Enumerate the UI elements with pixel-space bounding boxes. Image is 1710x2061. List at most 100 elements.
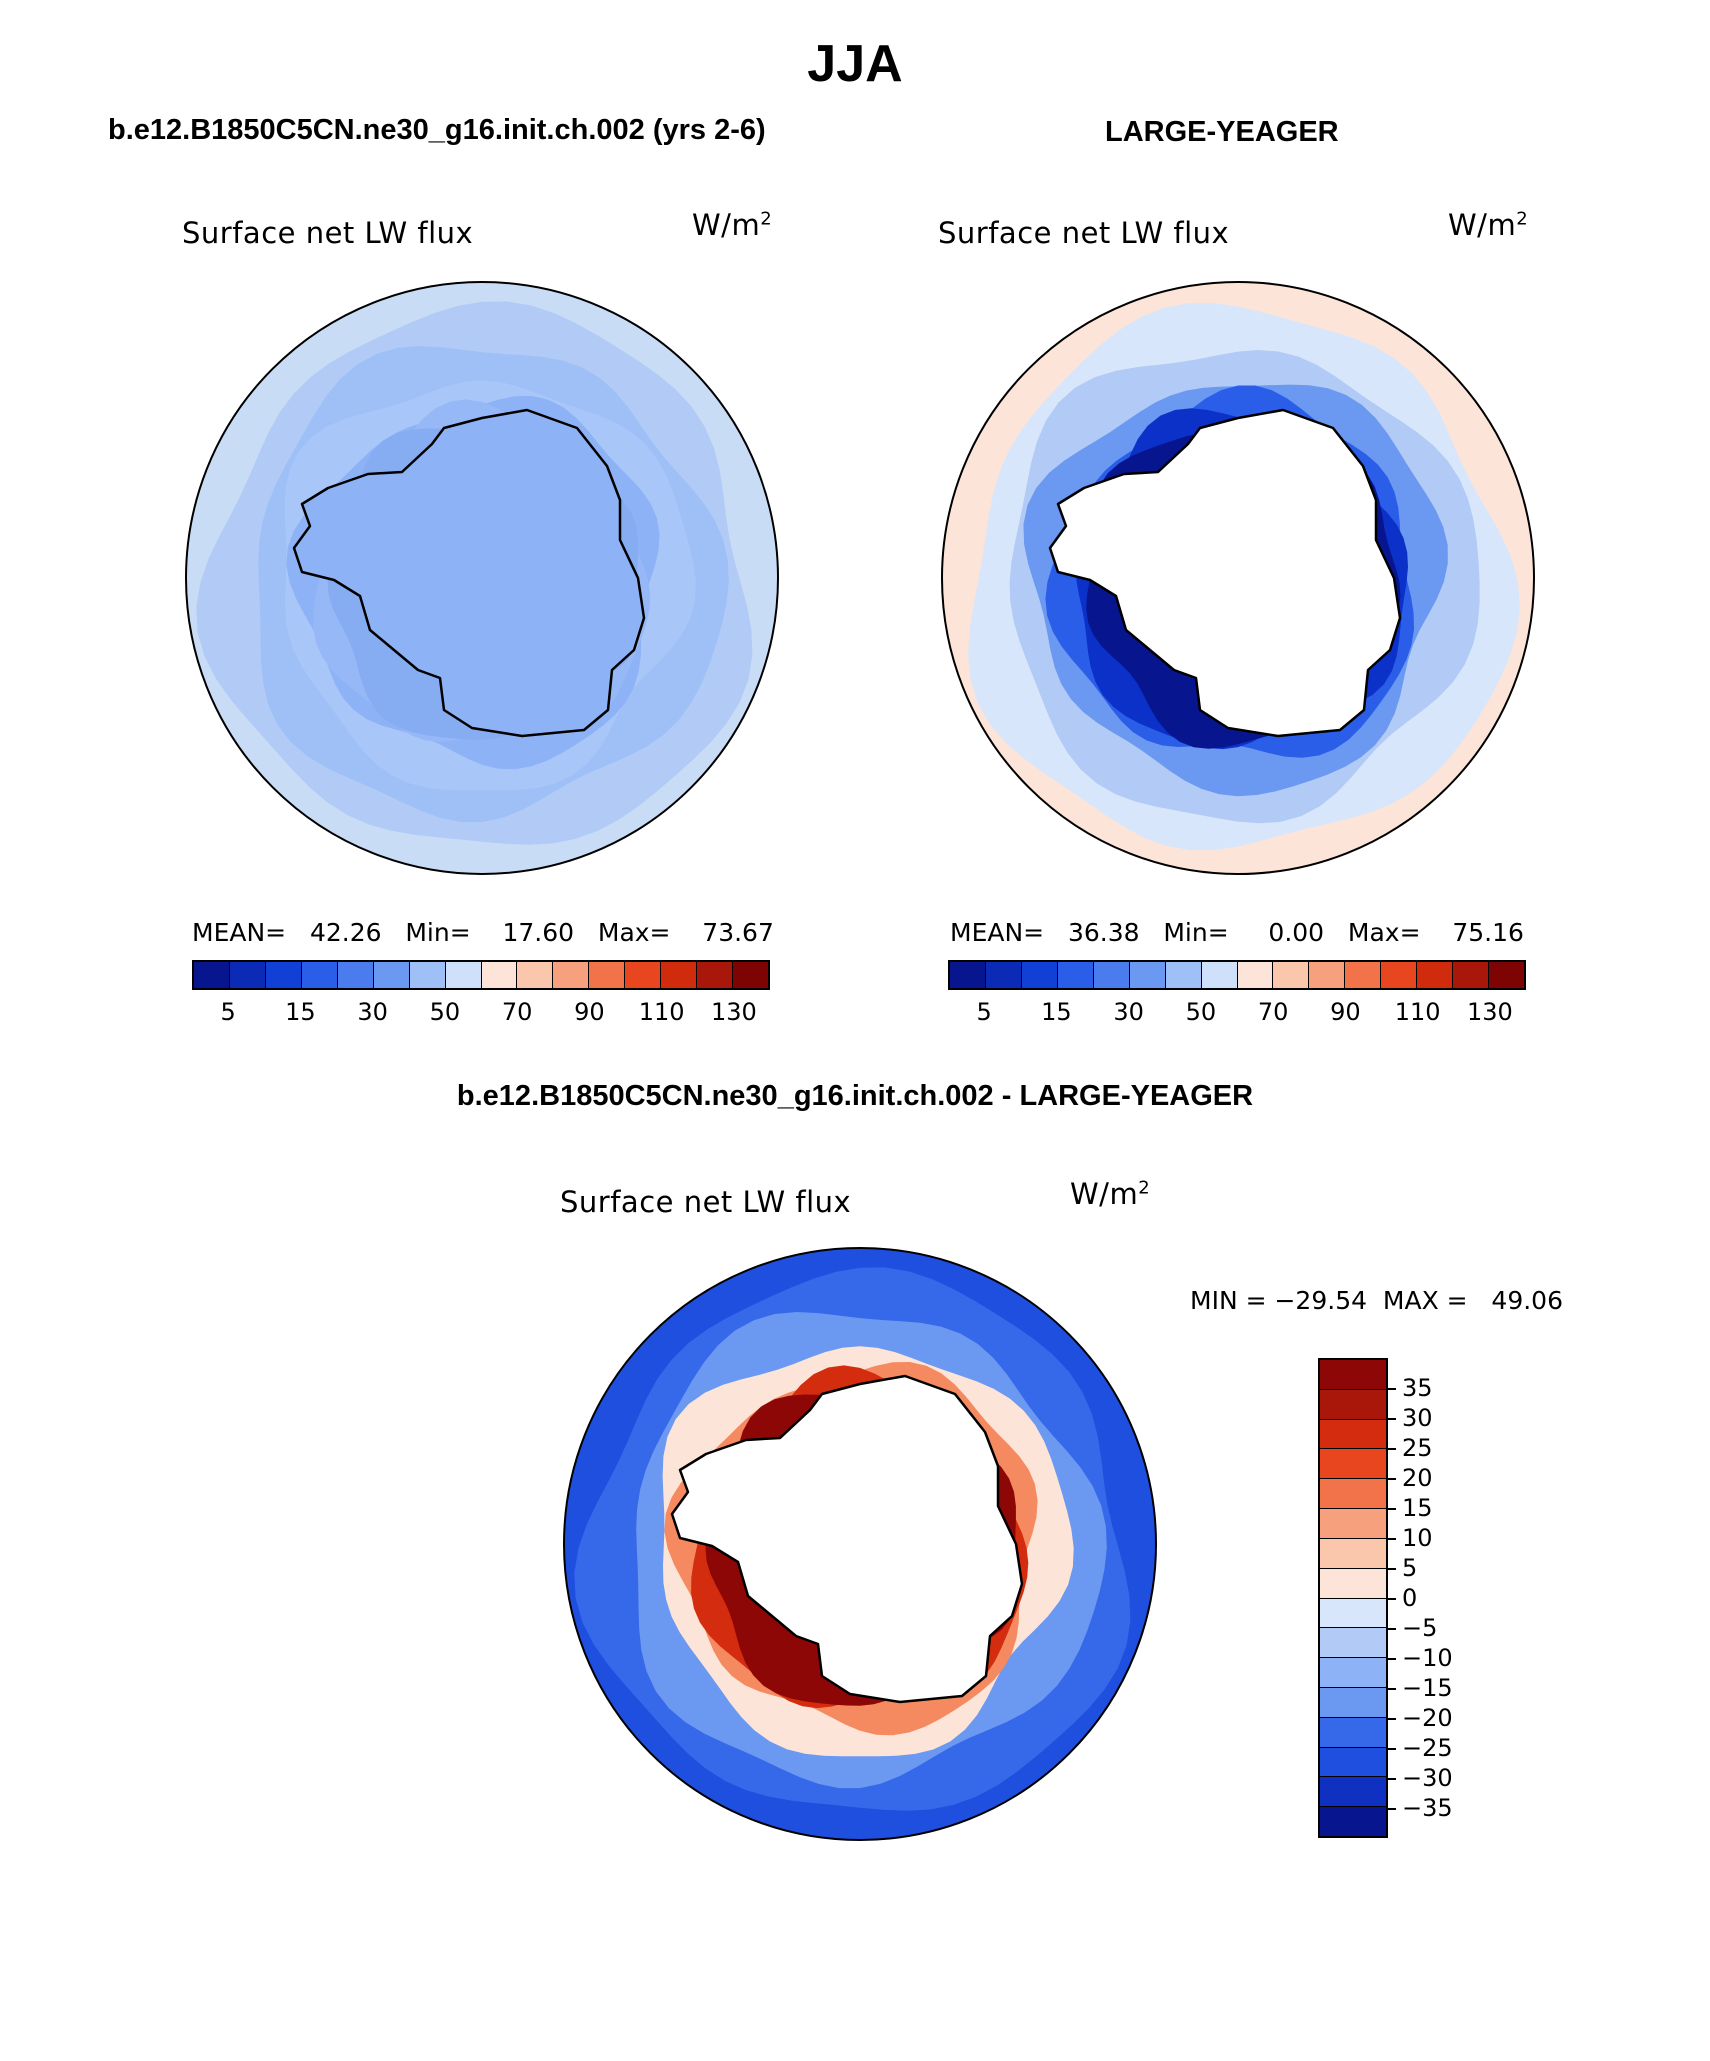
colorbar-cell bbox=[1320, 1717, 1386, 1748]
left-colorbar-ticks: 5 15 30 50 70 90 110 130 bbox=[192, 998, 770, 1028]
map-border bbox=[185, 281, 779, 875]
antarctica-coastline bbox=[292, 408, 646, 738]
colorbar-tick-label: 30 bbox=[1388, 1404, 1433, 1432]
colorbar-tick-label: 25 bbox=[1388, 1434, 1433, 1462]
colorbar-cell bbox=[1320, 1777, 1386, 1808]
colorbar-tick-label: 20 bbox=[1388, 1464, 1433, 1492]
colorbar-cell bbox=[445, 962, 482, 988]
colorbar-cell bbox=[265, 962, 302, 988]
page-title: JJA bbox=[807, 35, 903, 93]
colorbar-cell bbox=[517, 962, 554, 988]
colorbar-tick-label: −25 bbox=[1388, 1734, 1453, 1762]
colorbar-cell bbox=[481, 962, 518, 988]
colorbar-cell bbox=[1201, 962, 1238, 988]
colorbar-cell bbox=[1093, 962, 1130, 988]
right-variable-label: Surface net LW flux bbox=[938, 216, 1230, 250]
colorbar-tick-label: 110 bbox=[638, 998, 685, 1026]
diff-panel-header: b.e12.B1850C5CN.ne30_g16.init.ch.002 - L… bbox=[456, 1080, 1254, 1112]
colorbar-cell bbox=[337, 962, 374, 988]
colorbar-cell bbox=[1345, 962, 1382, 988]
left-polar-map bbox=[185, 281, 779, 875]
colorbar-tick-label: 70 bbox=[501, 998, 533, 1026]
colorbar-cell bbox=[1381, 962, 1418, 988]
colorbar-tick-label: 5 bbox=[976, 998, 992, 1026]
diff-polar-map bbox=[563, 1247, 1157, 1841]
colorbar-cell bbox=[1320, 1807, 1386, 1836]
colorbar-tick-label: 30 bbox=[1113, 998, 1144, 1026]
colorbar-tick-label: 130 bbox=[710, 998, 757, 1026]
antarctica-coastline bbox=[670, 1374, 1024, 1704]
colorbar-cell bbox=[1021, 962, 1058, 988]
colorbar-cell bbox=[1057, 962, 1094, 988]
colorbar-cell bbox=[553, 962, 590, 988]
colorbar-cell bbox=[1320, 1628, 1386, 1659]
right-units-label: W/m2 bbox=[1448, 208, 1529, 242]
colorbar-cell bbox=[1320, 1509, 1386, 1539]
colorbar-tick-label: 35 bbox=[1388, 1374, 1433, 1402]
colorbar-tick-label: 0 bbox=[1387, 1584, 1418, 1612]
colorbar-tick-label: −5 bbox=[1387, 1614, 1438, 1642]
colorbar-cell bbox=[1309, 962, 1346, 988]
right-colorbar bbox=[948, 960, 1526, 990]
colorbar-cell bbox=[1320, 1479, 1386, 1510]
colorbar-cell bbox=[1320, 1419, 1386, 1450]
colorbar-cell bbox=[373, 962, 410, 988]
colorbar-cell bbox=[229, 962, 266, 988]
colorbar-tick-label: −10 bbox=[1388, 1644, 1453, 1672]
diff-stats: MIN = −29.54 MAX = 49.06 bbox=[1190, 1286, 1563, 1315]
colorbar-tick-label: −15 bbox=[1388, 1674, 1453, 1702]
left-variable-label: Surface net LW flux bbox=[182, 216, 474, 250]
colorbar-cell bbox=[1320, 1360, 1386, 1390]
diff-colorbar bbox=[1318, 1358, 1388, 1838]
diff-variable-label: Surface net LW flux bbox=[560, 1185, 852, 1219]
colorbar-cell bbox=[409, 962, 446, 988]
colorbar-cell bbox=[301, 962, 338, 988]
colorbar-cell bbox=[1273, 962, 1310, 988]
left-units-label: W/m2 bbox=[692, 208, 773, 242]
colorbar-cell bbox=[1320, 1449, 1386, 1480]
colorbar-cell bbox=[1320, 1389, 1386, 1420]
left-stats: MEAN= 42.26 Min= 17.60 Max= 73.67 bbox=[192, 918, 774, 947]
colorbar-tick-label: 130 bbox=[1466, 998, 1513, 1026]
colorbar-cell bbox=[1320, 1687, 1386, 1718]
colorbar-tick-label: 5 bbox=[1387, 1554, 1418, 1582]
colorbar-cell bbox=[589, 962, 626, 988]
colorbar-cell bbox=[697, 962, 734, 988]
colorbar-cell bbox=[1489, 962, 1524, 988]
colorbar-cell bbox=[625, 962, 662, 988]
colorbar-tick-label: −20 bbox=[1388, 1704, 1453, 1732]
map-border bbox=[563, 1247, 1157, 1841]
colorbar-cell bbox=[1320, 1538, 1386, 1569]
right-colorbar-ticks: 5 15 30 50 70 90 110 130 bbox=[948, 998, 1526, 1028]
colorbar-cell bbox=[1237, 962, 1274, 988]
colorbar-tick-label: 15 bbox=[285, 998, 316, 1026]
colorbar-cell bbox=[733, 962, 768, 988]
colorbar-cell bbox=[950, 962, 986, 988]
map-border bbox=[941, 281, 1535, 875]
colorbar-tick-label: 30 bbox=[357, 998, 388, 1026]
left-colorbar bbox=[192, 960, 770, 990]
right-stats: MEAN= 36.38 Min= 0.00 Max= 75.16 bbox=[950, 918, 1524, 947]
right-panel-header: LARGE-YEAGER bbox=[1105, 116, 1339, 148]
colorbar-tick-label: 50 bbox=[429, 998, 461, 1026]
colorbar-tick-label: 10 bbox=[1388, 1524, 1433, 1552]
colorbar-cell bbox=[194, 962, 230, 988]
colorbar-tick-label: −30 bbox=[1388, 1764, 1453, 1792]
colorbar-tick-label: 5 bbox=[220, 998, 236, 1026]
colorbar-tick-label: 50 bbox=[1185, 998, 1217, 1026]
colorbar-cell bbox=[1320, 1568, 1386, 1599]
colorbar-cell bbox=[1320, 1658, 1386, 1688]
colorbar-tick-label: 15 bbox=[1041, 998, 1072, 1026]
colorbar-cell bbox=[1320, 1747, 1386, 1778]
colorbar-cell bbox=[1320, 1598, 1386, 1629]
colorbar-tick-label: 90 bbox=[574, 998, 605, 1026]
diff-colorbar-ticks: 35 30 25 20 15 10 5 0 −5 −10 −15 −20 −25 −30 −35 bbox=[1387, 1358, 1488, 1838]
colorbar-tick-label: 110 bbox=[1394, 998, 1441, 1026]
colorbar-cell bbox=[1453, 962, 1490, 988]
colorbar-cell bbox=[985, 962, 1022, 988]
left-panel-header: b.e12.B1850C5CN.ne30_g16.init.ch.002 (yr… bbox=[108, 114, 766, 146]
colorbar-tick-label: −35 bbox=[1388, 1794, 1453, 1822]
colorbar-cell bbox=[1165, 962, 1202, 988]
colorbar-tick-label: 15 bbox=[1388, 1494, 1433, 1522]
colorbar-cell bbox=[1129, 962, 1166, 988]
